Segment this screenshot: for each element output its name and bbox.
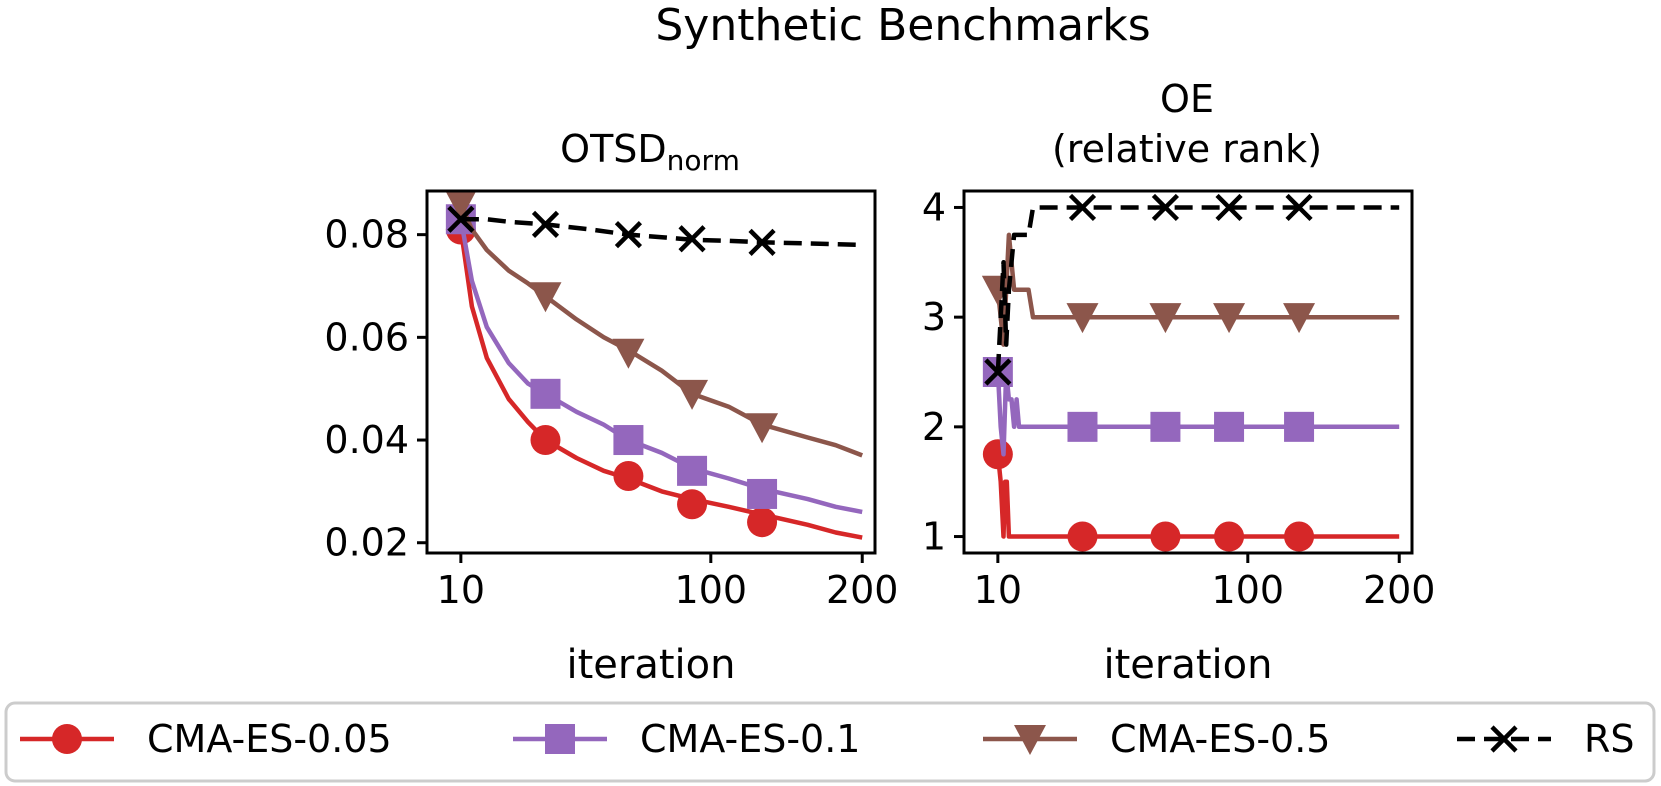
otsd-series-cma-es-0-05	[445, 214, 863, 540]
oe-series-cma-es-0-5	[981, 232, 1400, 347]
oe-point-cma-es-0-05	[982, 439, 1013, 470]
otsd-point-cma-es-0-1	[613, 425, 644, 456]
otsd-series-rs	[447, 205, 863, 256]
oe-series-cma-es-0-05	[982, 439, 1400, 552]
otsd-point-rs	[614, 221, 643, 249]
otsd-point-rs	[531, 210, 560, 238]
otsd-line-cma-es-0-5	[458, 202, 864, 458]
otsd-point-cma-es-0-1	[747, 478, 778, 509]
oe-point-rs	[1285, 193, 1313, 222]
otsd-xtick-label: 200	[826, 568, 899, 612]
otsd-point-cma-es-0-05	[530, 425, 561, 456]
legend-marker-cma-es-0-05	[52, 724, 82, 754]
legend-entry-cma-es-0-5: CMA-ES-0.5	[983, 717, 1330, 761]
panel-otsd-xlabel: iteration	[567, 642, 736, 688]
panel-otsd-series	[445, 191, 864, 540]
panel-oe-title-line2: (relative rank)	[1052, 127, 1322, 171]
legend-marker-rs	[1490, 725, 1518, 753]
oe-point-cma-es-0-5	[1149, 303, 1182, 334]
legend-entry-cma-es-0-1: CMA-ES-0.1	[513, 717, 860, 761]
otsd-point-rs	[748, 228, 776, 256]
otsd-point-cma-es-0-5	[612, 338, 645, 369]
panel-otsd: OTSDnorm 10 100 200 0.02 0.04 0.06 0.08 iterat…	[324, 127, 898, 688]
oe-point-cma-es-0-5	[1213, 303, 1246, 334]
oe-point-cma-es-0-1	[1284, 411, 1315, 442]
otsd-line-rs	[460, 216, 863, 248]
panel-oe-xlabel: iteration	[1104, 642, 1273, 688]
panel-otsd-ticks: 10 100 200 0.02 0.04 0.06 0.08	[324, 213, 898, 612]
panel-oe-series	[981, 193, 1400, 552]
oe-series-cma-es-0-1	[982, 357, 1400, 457]
legend-label-cma-es-0-05: CMA-ES-0.05	[147, 717, 392, 761]
oe-series-rs	[984, 193, 1400, 386]
otsd-xtick-label: 10	[437, 568, 485, 612]
otsd-point-cma-es-0-05	[613, 460, 644, 491]
legend-label-cma-es-0-5: CMA-ES-0.5	[1110, 717, 1330, 761]
oe-point-cma-es-0-1	[1067, 411, 1098, 442]
oe-ytick-label: 1	[922, 515, 946, 559]
oe-ytick-label: 3	[922, 295, 946, 339]
oe-point-rs	[1151, 193, 1180, 222]
oe-point-rs	[1068, 193, 1097, 222]
oe-point-cma-es-0-05	[1150, 521, 1181, 552]
oe-point-cma-es-0-1	[1150, 411, 1181, 442]
oe-xtick-label: 200	[1363, 568, 1436, 612]
oe-line-cma-es-0-05	[995, 454, 1400, 539]
otsd-point-cma-es-0-05	[677, 489, 708, 520]
otsd-point-cma-es-0-5	[676, 379, 709, 410]
otsd-point-cma-es-0-5	[529, 282, 562, 313]
legend-entry-rs: RS	[1457, 717, 1635, 761]
oe-point-cma-es-0-5	[1283, 303, 1316, 334]
legend-label-rs: RS	[1584, 717, 1635, 761]
otsd-point-cma-es-0-5	[746, 413, 779, 444]
oe-point-cma-es-0-1	[1214, 411, 1245, 442]
oe-ytick-label: 2	[922, 405, 946, 449]
otsd-point-rs	[678, 225, 706, 253]
oe-point-cma-es-0-05	[1067, 521, 1098, 552]
figure-title: Synthetic Benchmarks	[655, 0, 1150, 51]
oe-line-cma-es-0-5	[995, 232, 1400, 347]
oe-line-cma-es-0-1	[995, 369, 1400, 457]
legend-entries: CMA-ES-0.05 CMA-ES-0.1 CMA-ES-0.5 RS	[20, 717, 1635, 761]
oe-point-rs	[1215, 193, 1243, 222]
oe-xtick-label: 10	[974, 568, 1022, 612]
legend-marker-cma-es-0-5	[1014, 725, 1046, 755]
legend-entry-cma-es-0-05: CMA-ES-0.05	[20, 717, 392, 761]
oe-point-rs	[984, 358, 1012, 386]
otsd-series-cma-es-0-5	[445, 191, 864, 458]
otsd-series-cma-es-0-1	[445, 204, 863, 515]
otsd-ytick-label: 0.02	[324, 521, 409, 565]
otsd-ytick-label: 0.08	[324, 213, 409, 257]
otsd-point-cma-es-0-05	[747, 507, 778, 538]
otsd-point-cma-es-0-1	[530, 378, 561, 409]
oe-line-rs	[995, 205, 1400, 373]
panel-oe: OE (relative rank) 10 100 200 1 2 3 4 iteratio…	[922, 77, 1436, 688]
otsd-point-cma-es-0-1	[677, 455, 708, 486]
otsd-line-cma-es-0-05	[458, 229, 863, 540]
panel-oe-frame	[962, 189, 1414, 555]
legend-marker-cma-es-0-1	[545, 724, 575, 754]
otsd-line-cma-es-0-1	[458, 218, 863, 515]
oe-point-cma-es-0-5	[1066, 303, 1099, 334]
panel-oe-title-line1: OE	[1160, 77, 1214, 121]
oe-point-cma-es-0-05	[1284, 521, 1315, 552]
oe-point-cma-es-0-5	[981, 275, 1014, 306]
otsd-point-rs	[447, 205, 475, 233]
panel-oe-ticks: 10 100 200 1 2 3 4	[922, 185, 1436, 612]
panel-otsd-title: OTSDnorm	[560, 127, 740, 177]
legend-box	[4, 701, 1656, 783]
oe-xtick-label: 100	[1212, 568, 1285, 612]
oe-ytick-label: 4	[922, 185, 946, 229]
legend: CMA-ES-0.05 CMA-ES-0.1 CMA-ES-0.5 RS	[4, 701, 1656, 783]
panel-otsd-frame	[425, 189, 877, 555]
otsd-ytick-label: 0.06	[324, 315, 409, 359]
oe-point-cma-es-0-05	[1214, 521, 1245, 552]
legend-label-cma-es-0-1: CMA-ES-0.1	[640, 717, 860, 761]
otsd-point-cma-es-0-5	[445, 191, 477, 220]
otsd-xtick-label: 100	[675, 568, 748, 612]
otsd-ytick-label: 0.04	[324, 418, 409, 462]
